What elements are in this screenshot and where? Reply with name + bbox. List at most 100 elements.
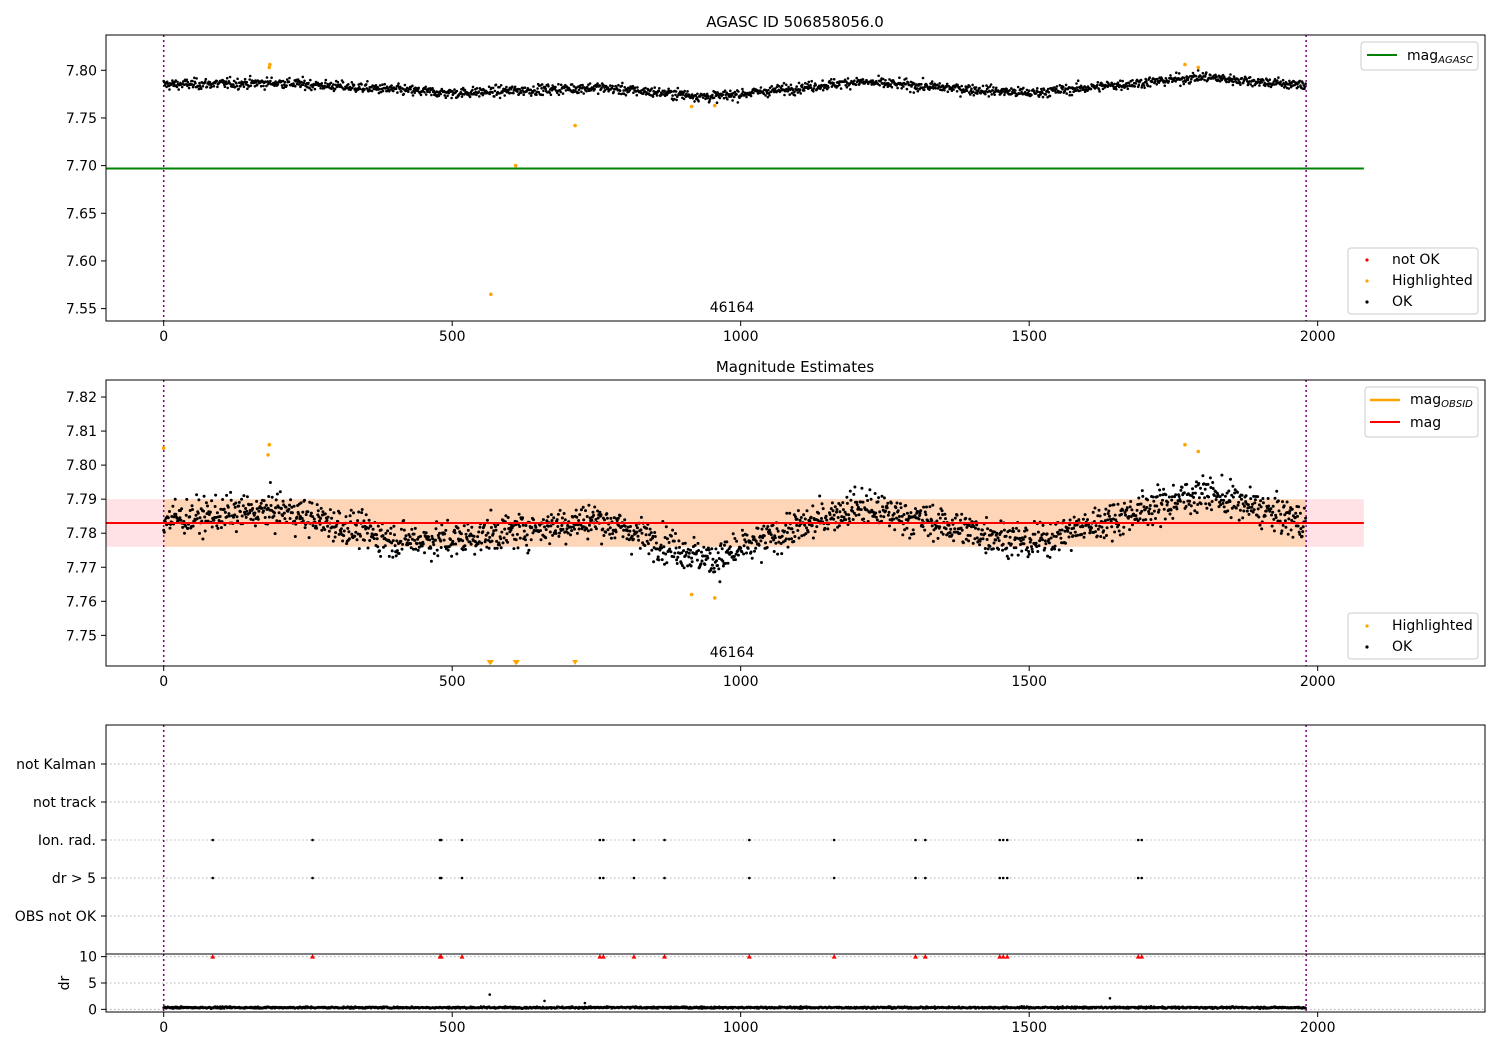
flag-point — [832, 838, 836, 842]
ok-point — [828, 513, 832, 516]
ok-point — [725, 549, 729, 553]
ok-point — [685, 550, 689, 554]
ok-point — [714, 90, 717, 94]
ok-point — [346, 526, 350, 530]
ok-point — [481, 530, 485, 534]
ok-point — [1036, 87, 1039, 90]
ok-point — [1143, 508, 1147, 512]
ok-point — [592, 513, 596, 517]
ok-point — [1112, 85, 1115, 88]
ok-point — [412, 532, 416, 536]
ok-point — [1240, 77, 1244, 80]
ok-point — [635, 530, 639, 534]
ok-point — [404, 537, 407, 541]
ok-point — [263, 506, 267, 510]
ok-point — [679, 561, 683, 565]
ok-point — [809, 83, 812, 87]
ok-point — [477, 540, 481, 544]
ok-point — [1205, 506, 1209, 510]
ok-point — [995, 86, 998, 90]
magnitude-legend-bottom: Highlighted OK — [1347, 612, 1479, 660]
ok-point — [677, 539, 681, 543]
ok-point — [1193, 509, 1197, 513]
ok-point — [559, 83, 563, 87]
ok-point — [1192, 495, 1196, 499]
obsid-label: 46164 — [710, 300, 755, 316]
ok-point — [466, 528, 470, 532]
ok-point — [682, 566, 686, 570]
ok-point — [339, 530, 343, 534]
ok-point — [686, 90, 689, 93]
ok-point — [621, 81, 624, 85]
ok-point — [980, 528, 984, 532]
ok-point — [529, 88, 532, 92]
ok-point — [349, 508, 353, 512]
ok-point — [733, 537, 737, 540]
ok-point — [439, 92, 443, 96]
ok-point — [1172, 505, 1176, 509]
ok-point — [422, 530, 426, 534]
ok-point — [674, 532, 677, 535]
ok-point — [726, 98, 729, 101]
ok-point — [740, 528, 744, 532]
ok-point — [787, 526, 791, 530]
ok-point — [556, 525, 560, 528]
ok-point — [656, 555, 660, 559]
ok-point — [1112, 503, 1116, 507]
ok-point — [1069, 531, 1073, 535]
ok-point — [1016, 85, 1020, 89]
ok-point — [852, 492, 856, 496]
ok-point — [770, 536, 774, 540]
agasc-axes-frame — [105, 34, 1486, 322]
ok-point — [518, 88, 521, 91]
ok-point — [862, 517, 866, 521]
flag-point — [663, 838, 666, 842]
ok-point — [434, 527, 438, 531]
ok-point — [241, 504, 245, 508]
ok-point — [1128, 505, 1132, 509]
ok-point — [522, 93, 525, 96]
ok-point — [943, 88, 946, 92]
ok-point — [487, 546, 491, 550]
ok-point — [975, 523, 979, 527]
ok-point — [391, 555, 395, 559]
ok-point — [1053, 547, 1057, 551]
ok-point — [967, 524, 971, 527]
ok-point — [1199, 486, 1202, 490]
ok-point — [511, 524, 515, 528]
ok-point — [344, 515, 348, 519]
ok-point — [645, 539, 649, 543]
ok-point — [228, 514, 231, 518]
ok-point — [1301, 530, 1305, 534]
ok-point — [558, 508, 562, 512]
ok-point — [996, 536, 1000, 540]
ok-point — [226, 86, 229, 90]
magnitude-panel: Magnitude Estimates 0 500 1000 1500 2000 7.7… — [66, 358, 1486, 690]
ok-point — [983, 532, 987, 536]
ok-point — [300, 516, 304, 520]
flag-point — [460, 876, 464, 880]
ok-point — [166, 82, 169, 85]
ok-point — [1197, 482, 1201, 485]
ok-point — [1210, 508, 1213, 512]
ok-point — [1035, 545, 1039, 549]
ok-point — [251, 507, 255, 510]
ok-point — [1057, 548, 1061, 552]
ok-point — [569, 525, 573, 529]
ok-point — [1210, 500, 1214, 503]
ok-point — [378, 549, 381, 553]
ok-point — [234, 501, 238, 505]
ok-point — [955, 90, 959, 93]
ok-point — [174, 512, 178, 516]
ok-point — [821, 507, 825, 511]
ok-point — [1289, 85, 1293, 89]
ok-point — [416, 548, 420, 552]
ok-point — [1046, 554, 1050, 558]
ok-point — [869, 497, 873, 501]
ok-point — [708, 551, 712, 555]
ok-point — [1229, 516, 1233, 520]
ok-point — [1279, 531, 1283, 535]
ok-point — [478, 525, 482, 529]
ok-point — [1204, 502, 1208, 506]
ok-point — [990, 93, 993, 96]
